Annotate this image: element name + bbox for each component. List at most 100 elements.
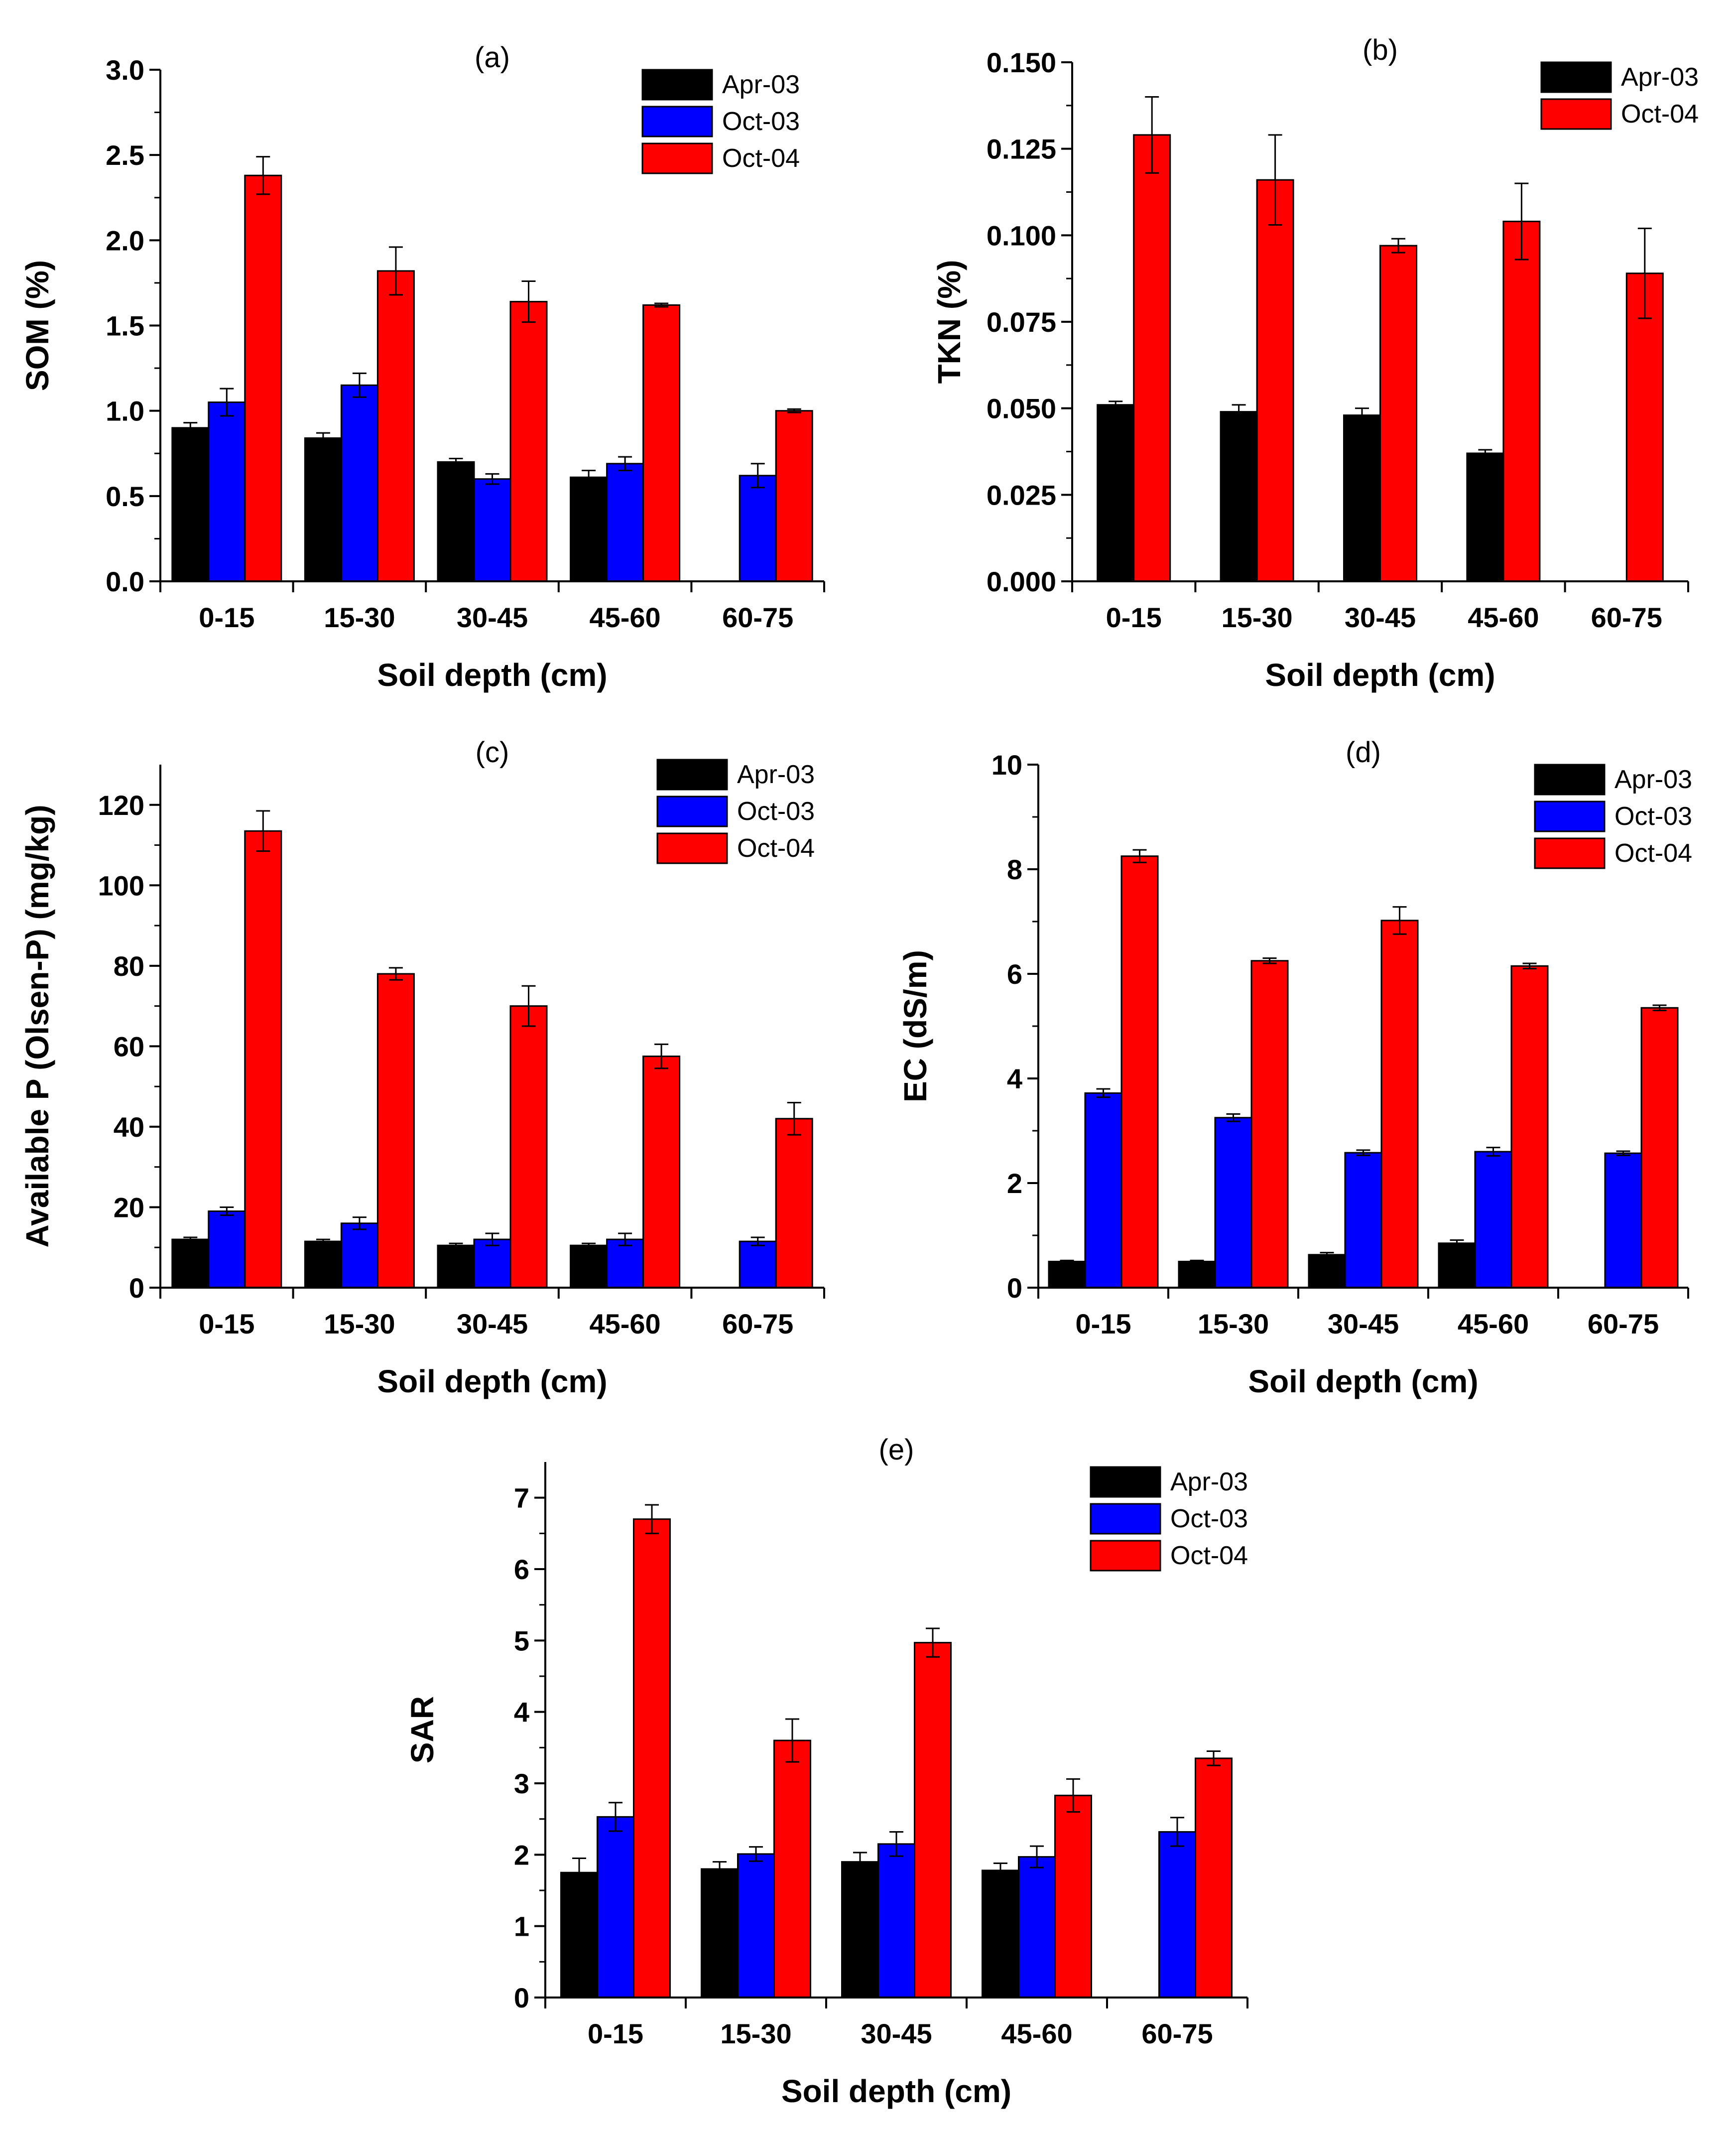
y-tick-label: 2.0 bbox=[106, 225, 144, 256]
legend-label: Oct-04 bbox=[737, 834, 815, 863]
legend-label: Apr-03 bbox=[1621, 63, 1699, 92]
x-tick-label: 15-30 bbox=[1198, 1308, 1269, 1339]
chart-panel-1: 0.0 0.5 1.0 1.5 2.0 2.5 3.0 0-15 15-30 30-45 45-60… bbox=[19, 41, 825, 693]
bar-oct-04-30-45 bbox=[1380, 920, 1419, 1289]
x-axis-title: Soil depth (cm) bbox=[377, 657, 607, 693]
bar-oct-03-30-45 bbox=[473, 478, 511, 582]
y-axis-title: Available P (Olsen-P) (mg/kg) bbox=[19, 804, 55, 1247]
x-tick-label: 0-15 bbox=[199, 602, 254, 633]
bar-oct-03-45-60 bbox=[606, 463, 644, 582]
legend-swatch-apr-03 bbox=[656, 759, 728, 791]
bar-oct-03-0-15 bbox=[208, 1210, 246, 1289]
x-tick-label: 0-15 bbox=[1075, 1308, 1131, 1339]
bar-apr-03-30-45 bbox=[1308, 1254, 1346, 1289]
x-tick-label: 60-75 bbox=[722, 1308, 793, 1339]
legend-label: Apr-03 bbox=[737, 760, 815, 789]
legend-swatch-oct-04 bbox=[641, 142, 713, 174]
legend-swatch-oct-03 bbox=[641, 106, 713, 137]
bar-oct-04-60-75 bbox=[775, 1118, 813, 1289]
bar-apr-03-0-15 bbox=[171, 1238, 210, 1289]
y-tick-label: 1 bbox=[514, 1911, 529, 1942]
y-tick-label: 5 bbox=[514, 1625, 529, 1656]
bar-oct-03-45-60 bbox=[606, 1238, 644, 1289]
legend-swatch-oct-03 bbox=[1090, 1503, 1161, 1535]
bar-oct-04-15-30 bbox=[376, 270, 415, 582]
legend-label: Oct-04 bbox=[1170, 1541, 1248, 1570]
y-tick-label: 1.0 bbox=[106, 396, 144, 427]
x-tick-label: 30-45 bbox=[457, 602, 528, 633]
bar-oct-04-45-60 bbox=[642, 1056, 681, 1289]
bar-oct-04-60-75 bbox=[1640, 1007, 1679, 1289]
bar-apr-03-15-30 bbox=[701, 1868, 739, 1999]
bar-apr-03-15-30 bbox=[1178, 1261, 1216, 1289]
bar-apr-03-0-15 bbox=[1048, 1261, 1086, 1289]
bar-oct-04-30-45 bbox=[509, 1005, 548, 1289]
x-tick-label: 45-60 bbox=[1468, 602, 1539, 633]
x-tick-label: 0-15 bbox=[1106, 602, 1162, 633]
bar-oct-03-30-45 bbox=[1344, 1152, 1382, 1289]
bar-apr-03-30-45 bbox=[1343, 414, 1381, 582]
y-tick-label: 0.0 bbox=[106, 566, 144, 597]
x-tick-label: 45-60 bbox=[589, 602, 660, 633]
bar-oct-03-15-30 bbox=[1214, 1117, 1252, 1289]
bar-oct-03-15-30 bbox=[340, 1222, 378, 1289]
panel-label: (b) bbox=[1363, 34, 1398, 66]
x-tick-label: 15-30 bbox=[324, 1308, 395, 1339]
chart-panel-4: 0 2 4 6 8 10 0-15 15-30 30-45 45-60 60-75 Soil dept… bbox=[897, 736, 1692, 1399]
y-tick-label: 0.025 bbox=[987, 479, 1056, 511]
y-axis-title: SAR bbox=[404, 1696, 440, 1763]
bar-oct-04-30-45 bbox=[1379, 245, 1417, 582]
x-tick-label: 45-60 bbox=[1458, 1308, 1529, 1339]
bar-oct-04-45-60 bbox=[1510, 965, 1549, 1289]
legend-label: Apr-03 bbox=[722, 70, 800, 99]
bar-oct-04-15-30 bbox=[1256, 179, 1294, 582]
panel-label: (e) bbox=[879, 1434, 914, 1466]
legend-swatch-oct-04 bbox=[656, 832, 728, 864]
bar-apr-03-45-60 bbox=[1438, 1242, 1476, 1289]
bar-oct-04-0-15 bbox=[1120, 855, 1159, 1289]
legend-swatch-apr-03 bbox=[1090, 1466, 1161, 1498]
y-axis-title: TKN (%) bbox=[931, 260, 967, 384]
legend-label: Oct-03 bbox=[737, 797, 815, 826]
bar-oct-03-15-30 bbox=[737, 1853, 775, 1999]
panel-label: (a) bbox=[475, 41, 510, 74]
legend-label: Oct-04 bbox=[1621, 100, 1699, 129]
bar-apr-03-15-30 bbox=[1220, 411, 1258, 582]
x-tick-label: 60-75 bbox=[1588, 1308, 1659, 1339]
bar-oct-03-30-45 bbox=[473, 1238, 511, 1289]
x-tick-label: 60-75 bbox=[1141, 2018, 1213, 2049]
bar-oct-04-0-15 bbox=[633, 1518, 671, 1999]
bar-oct-03-0-15 bbox=[208, 401, 246, 582]
legend-swatch-oct-04 bbox=[1534, 837, 1606, 869]
bar-oct-04-45-60 bbox=[1502, 221, 1541, 582]
legend-swatch-oct-03 bbox=[656, 796, 728, 827]
bar-oct-03-60-75 bbox=[1158, 1831, 1196, 1999]
legend-label: Oct-03 bbox=[1170, 1504, 1248, 1533]
legend-swatch-oct-04 bbox=[1540, 98, 1612, 130]
y-tick-label: 40 bbox=[114, 1111, 144, 1143]
bar-oct-04-45-60 bbox=[642, 304, 681, 582]
bar-apr-03-15-30 bbox=[304, 437, 342, 582]
x-tick-label: 15-30 bbox=[1221, 602, 1292, 633]
y-tick-label: 120 bbox=[98, 790, 144, 821]
bar-oct-04-15-30 bbox=[376, 973, 415, 1289]
x-tick-label: 30-45 bbox=[861, 2018, 932, 2049]
y-tick-label: 6 bbox=[1007, 958, 1022, 990]
x-tick-label: 15-30 bbox=[720, 2018, 791, 2049]
y-tick-label: 0.100 bbox=[987, 220, 1056, 251]
legend-swatch-oct-04 bbox=[1090, 1540, 1161, 1572]
bar-oct-03-45-60 bbox=[1018, 1856, 1056, 1999]
bar-apr-03-0-15 bbox=[560, 1871, 598, 1999]
y-tick-label: 2.5 bbox=[106, 139, 144, 171]
bar-oct-03-15-30 bbox=[340, 384, 378, 582]
bar-oct-04-30-45 bbox=[509, 301, 548, 582]
x-tick-label: 45-60 bbox=[589, 1308, 660, 1339]
y-tick-label: 0.075 bbox=[987, 306, 1056, 338]
x-axis-title: Soil depth (cm) bbox=[1248, 1363, 1478, 1399]
legend-label: Oct-03 bbox=[722, 107, 800, 136]
y-tick-label: 10 bbox=[992, 749, 1022, 781]
y-tick-label: 0.5 bbox=[106, 481, 144, 512]
panel-label: (d) bbox=[1346, 736, 1381, 769]
bar-oct-03-0-15 bbox=[1084, 1092, 1122, 1289]
bar-oct-03-60-75 bbox=[739, 475, 777, 582]
